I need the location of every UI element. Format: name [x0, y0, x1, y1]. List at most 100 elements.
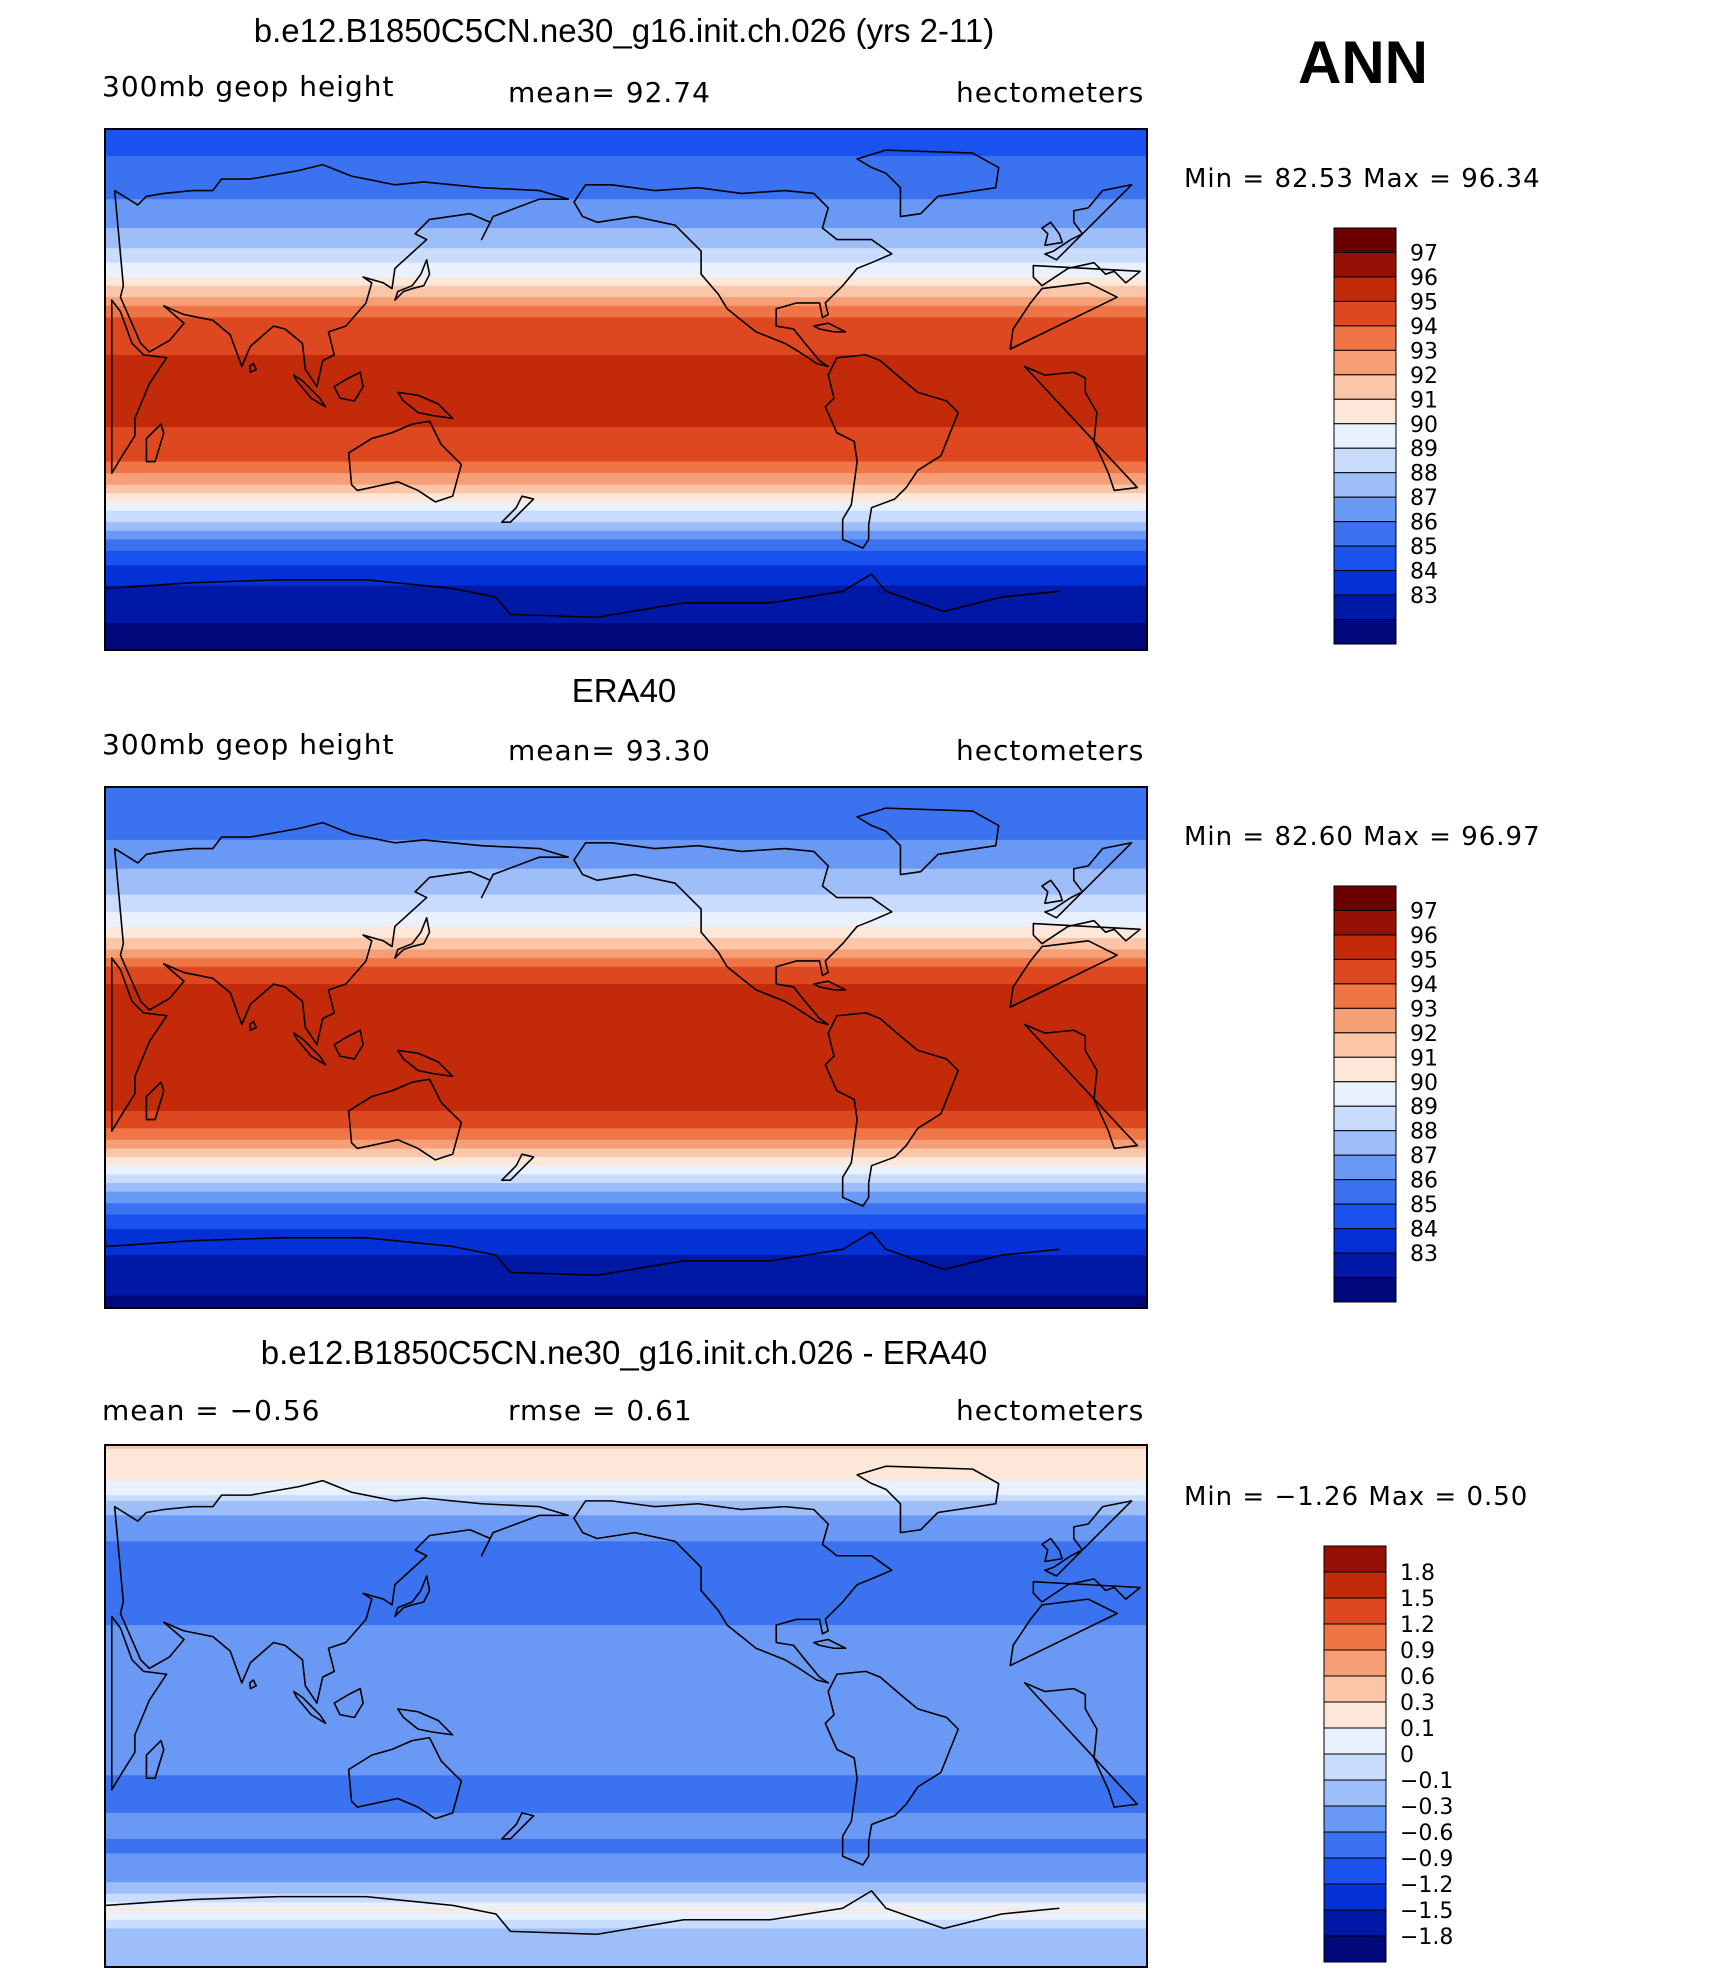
coastline-africa-1 [110, 957, 168, 1132]
panel2-map [104, 786, 1148, 1309]
coastline-madagascar [145, 1081, 165, 1121]
colorbar-label: 88 [1410, 1120, 1438, 1145]
field-band-19 [106, 1183, 1146, 1193]
field-band-8 [106, 949, 1146, 959]
panel1-variable-label: 300mb geop height [102, 70, 395, 103]
colorbar-swatch-12 [1333, 1154, 1397, 1181]
coastline-madagascar [145, 423, 165, 463]
coastline-eurasia [1032, 1578, 1142, 1603]
colorbar-swatch-4 [1333, 958, 1397, 985]
coastline-north-america [573, 1500, 893, 1684]
coastline-new-guinea [396, 391, 454, 420]
colorbar-label: 93 [1410, 997, 1438, 1022]
coastline-cuba [812, 1638, 847, 1650]
field-band-1 [106, 1446, 1146, 1450]
field-band-13 [106, 426, 1146, 463]
colorbar-swatch-14 [1323, 1883, 1387, 1911]
field-band-3 [106, 199, 1146, 229]
coastline-japan [394, 1575, 431, 1618]
panel2-minmax: Min = 82.60 Max = 96.97 [1184, 822, 1541, 852]
colorbar-swatch-1 [1333, 885, 1397, 911]
coastline-new-zealand [500, 495, 535, 523]
colorbar-swatch-7 [1323, 1701, 1387, 1729]
field-band-9 [106, 958, 1146, 968]
colorbar-swatch-12 [1333, 496, 1397, 523]
colorbar-swatch-13 [1333, 1179, 1397, 1205]
field-band-21 [106, 1203, 1146, 1216]
coastline-sri-lanka [249, 1020, 258, 1032]
colorbar-label: 91 [1410, 1046, 1438, 1071]
coastline-australia [347, 420, 463, 503]
field-band-15 [106, 473, 1146, 486]
colorbar-label: 89 [1410, 437, 1438, 462]
colorbar-label: 89 [1410, 1095, 1438, 1120]
field-band-2 [106, 155, 1146, 200]
coastline-africa-1 [110, 299, 168, 474]
field-band-13 [106, 1128, 1146, 1141]
colorbar-swatch-10 [1323, 1779, 1387, 1807]
coastline-greenland [856, 807, 1000, 876]
field-band-14 [106, 1139, 1146, 1150]
colorbar-swatch-4 [1323, 1623, 1387, 1651]
coastline-britain [1041, 221, 1064, 247]
panel1-mean-label: mean= 92.74 [508, 76, 711, 109]
colorbar-swatch-4 [1333, 300, 1397, 327]
colorbar-swatch-14 [1333, 545, 1397, 572]
panel3-map [104, 1444, 1148, 1968]
colorbar-swatch-9 [1333, 1081, 1397, 1107]
colorbar-label: 85 [1410, 1193, 1438, 1218]
panel2-variable-label: 300mb geop height [102, 728, 395, 761]
coastline-japan [394, 259, 431, 301]
field-band-20 [106, 1191, 1146, 1204]
coastline-eurasia-2 [1044, 841, 1133, 919]
panel1-units-label: hectometers [956, 76, 1145, 109]
colorbar-swatch-16 [1333, 594, 1397, 621]
colorbar-swatch-3 [1323, 1597, 1387, 1625]
colorbar-swatch-13 [1323, 1857, 1387, 1885]
field-band-22 [106, 1214, 1146, 1230]
field-band-19 [106, 1928, 1146, 1966]
colorbar-swatch-5 [1333, 325, 1397, 351]
colorbar-swatch-11 [1333, 1130, 1397, 1156]
panel1-colorbar: 97 96 95 94 93 92 91 90 89 88 87 86 85 84 83 [1333, 227, 1454, 645]
field-band-4 [106, 894, 1146, 913]
colorbar-swatch-7 [1333, 374, 1397, 400]
coastline-eurasia-1 [113, 821, 570, 1046]
colorbar-swatch-16 [1333, 1252, 1397, 1279]
colorbar-label: −1.8 [1400, 1925, 1453, 1950]
field-band-5 [106, 1500, 1146, 1516]
coastline-greenland [856, 1465, 1000, 1534]
field-band-6 [106, 926, 1146, 939]
coastline-africa-1 [110, 1615, 168, 1791]
colorbar-swatch-15 [1333, 1228, 1397, 1254]
panel2-units-label: hectometers [956, 734, 1145, 767]
colorbar-swatch-6 [1333, 1007, 1397, 1034]
field-band-26 [106, 623, 1146, 649]
panel1-title: b.e12.B1850C5CN.ne30_g16.init.ch.026 (yr… [253, 12, 995, 49]
colorbar-swatch-1 [1323, 1545, 1387, 1573]
panel2-mean-label: mean= 93.30 [508, 734, 711, 767]
colorbar-swatch-12 [1323, 1831, 1387, 1859]
coastline-sumatra [292, 1032, 327, 1066]
coastline-africa [1009, 282, 1118, 350]
colorbar-label: 92 [1410, 364, 1438, 389]
field-band-7 [106, 1541, 1146, 1626]
field-band-24 [106, 1255, 1146, 1297]
colorbar-swatch-8 [1333, 1056, 1397, 1083]
coastline-eurasia-1 [113, 163, 570, 388]
field-band-17 [106, 1911, 1146, 1921]
panel3-mean-label: mean = −0.56 [102, 1394, 321, 1427]
colorbar-label: 96 [1410, 266, 1438, 291]
field-band-19 [106, 510, 1146, 523]
colorbar-label: 94 [1410, 973, 1438, 998]
coastline-africa-2 [1023, 1023, 1139, 1150]
colorbar-swatch-10 [1333, 447, 1397, 474]
panel2-map-svg [106, 788, 1146, 1307]
field-band-15 [106, 1148, 1146, 1158]
coastline-africa-2 [1023, 1682, 1139, 1808]
coastline-sumatra [292, 374, 327, 408]
colorbar-label: 86 [1410, 511, 1438, 536]
coastline-antarctica-1 [106, 1231, 1060, 1277]
